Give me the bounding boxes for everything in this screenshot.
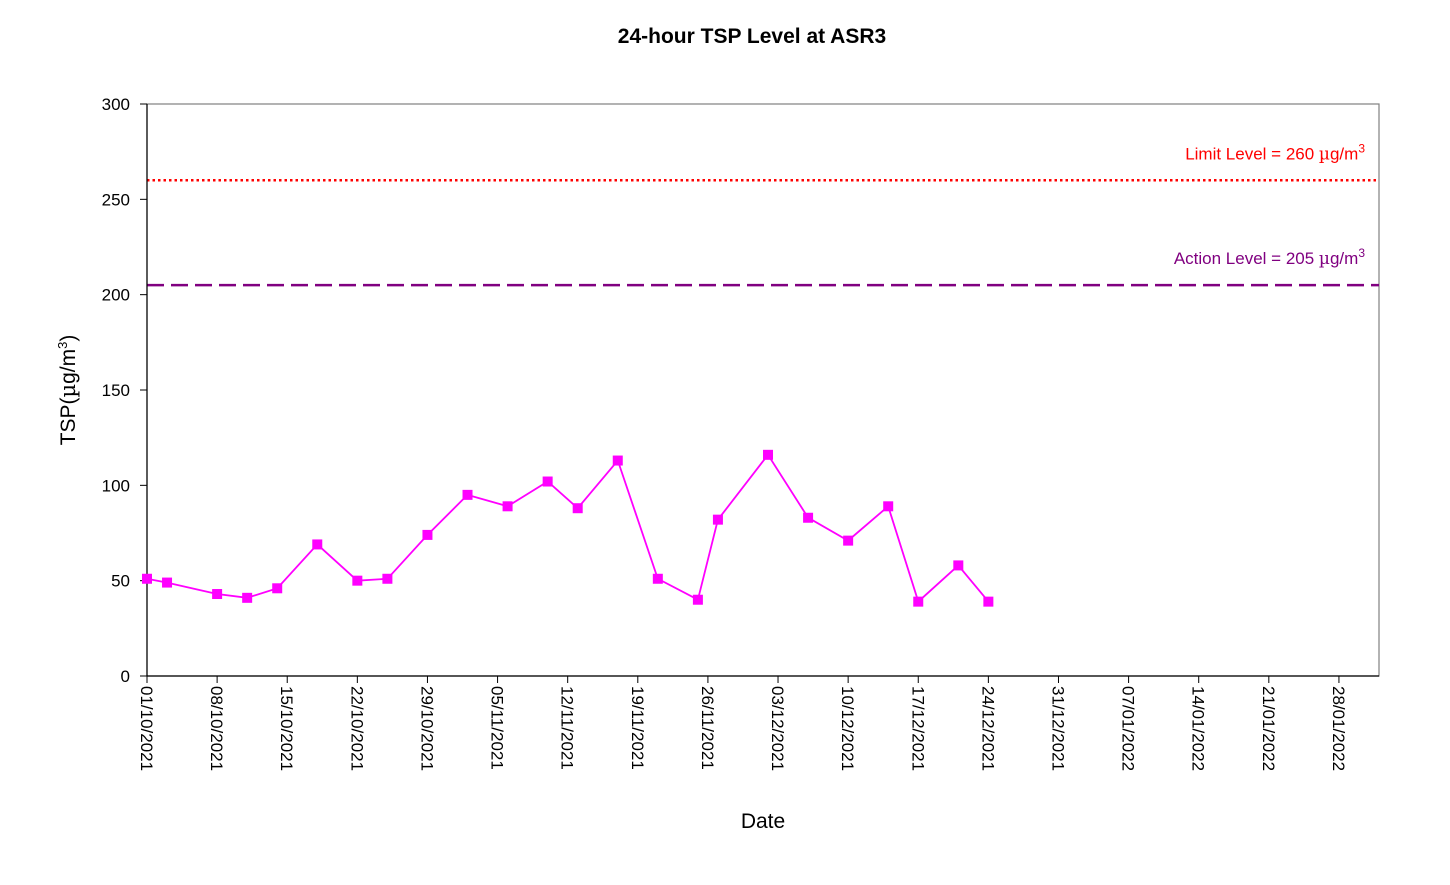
data-point	[162, 577, 173, 588]
x-tick-label: 26/11/2021	[698, 686, 717, 770]
y-tick-label: 50	[111, 572, 130, 591]
reference-lines: Limit Level = 260 µg/m3 Action Level = 20…	[147, 141, 1379, 287]
y-tick-label: 0	[121, 667, 130, 686]
limit-level-label: Limit Level = 260 µg/m3	[1185, 141, 1365, 164]
series-layer	[142, 449, 994, 607]
data-point	[953, 560, 964, 571]
x-tick-label: 17/12/2021	[908, 686, 927, 771]
x-tick-label: 12/11/2021	[558, 686, 577, 770]
data-point	[422, 529, 433, 540]
data-point	[652, 573, 663, 584]
x-tick-label: 08/10/2021	[207, 686, 226, 771]
data-point	[312, 539, 323, 550]
x-tick-label: 22/10/2021	[347, 686, 366, 771]
data-point	[572, 503, 583, 514]
data-point	[212, 589, 223, 600]
x-tick-label: 29/10/2021	[417, 686, 436, 771]
x-tick-label: 21/01/2022	[1259, 686, 1278, 771]
x-tick-label: 10/12/2021	[838, 686, 857, 771]
x-tick-label: 03/12/2021	[768, 686, 787, 771]
data-point	[502, 501, 513, 512]
data-point	[542, 476, 553, 487]
chart-title: 24-hour TSP Level at ASR3	[618, 25, 886, 48]
x-tick-label: 01/10/2021	[137, 686, 156, 771]
data-point	[913, 596, 924, 607]
data-point	[352, 575, 363, 586]
data-point	[983, 596, 994, 607]
y-axis: 0 50 100 150 200 250 300	[102, 95, 148, 686]
data-point	[612, 455, 623, 466]
x-tick-label: 15/10/2021	[277, 686, 296, 771]
y-tick-label: 100	[102, 476, 130, 495]
x-axis-label: Date	[741, 810, 785, 833]
action-level-label: Action Level = 205 µg/m3	[1174, 246, 1365, 269]
data-point	[712, 514, 723, 525]
data-point	[692, 594, 703, 605]
x-tick-label: 24/12/2021	[978, 686, 997, 771]
data-point	[142, 573, 152, 584]
x-tick-label: 19/11/2021	[628, 686, 647, 770]
x-tick-label: 31/12/2021	[1048, 686, 1067, 771]
data-point	[462, 489, 473, 500]
y-tick-label: 150	[102, 381, 130, 400]
y-tick-label: 300	[102, 95, 130, 114]
y-tick-label: 250	[102, 190, 130, 209]
y-tick-label: 200	[102, 286, 130, 305]
data-point	[763, 449, 774, 460]
x-tick-label: 28/01/2022	[1329, 686, 1348, 771]
data-point	[803, 512, 814, 523]
series-line	[146, 453, 990, 604]
x-axis: 01/10/2021 08/10/2021 15/10/2021 22/10/2021…	[137, 675, 1379, 771]
data-point	[242, 592, 253, 603]
x-tick-label: 05/11/2021	[488, 686, 507, 770]
plot-area	[146, 103, 1380, 677]
y-axis-label: TSP(µg/m3)	[55, 335, 80, 446]
data-point	[382, 573, 393, 584]
x-tick-label: 14/01/2022	[1189, 686, 1208, 771]
plot-frame	[146, 103, 1380, 677]
data-point	[272, 583, 283, 594]
data-point	[883, 501, 894, 512]
x-tick-label: 07/01/2022	[1119, 686, 1138, 771]
data-point	[843, 535, 854, 546]
